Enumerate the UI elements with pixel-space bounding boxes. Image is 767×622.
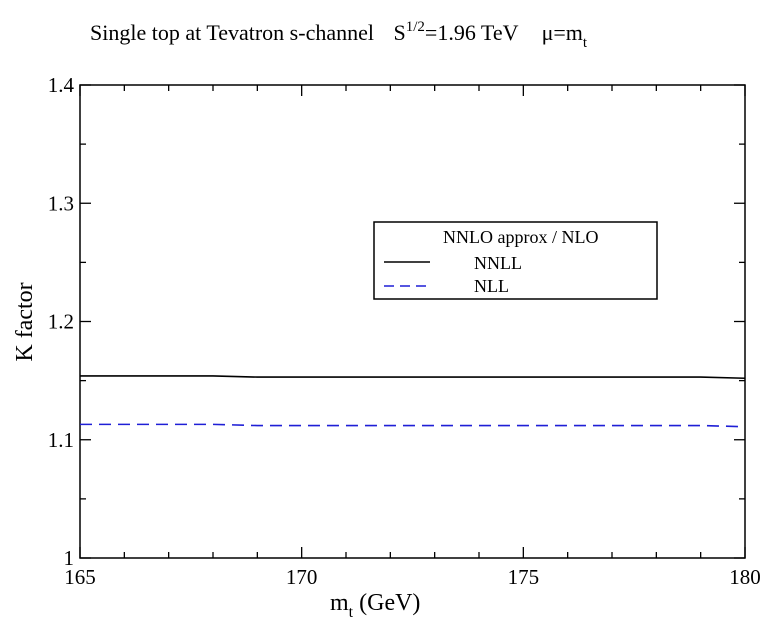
y-tick-label: 1.3 <box>48 191 74 215</box>
series-line-nll <box>80 423 746 428</box>
x-tick-labels: 165 170 175 180 <box>64 565 761 589</box>
title-energy-sup: 1/2 <box>406 19 425 35</box>
x-tick-label: 165 <box>64 565 96 589</box>
title-scale-sub: t <box>583 35 588 51</box>
plot-frame <box>79 84 746 559</box>
series-lines <box>80 375 746 428</box>
y-axis-label: K factor <box>12 282 38 361</box>
x-axis-label-rest: (GeV) <box>353 590 420 616</box>
x-axis-label-sub: t <box>349 604 354 621</box>
series-line-nnll <box>80 375 746 380</box>
title-energy-prefix: S <box>393 20 405 45</box>
x-axis-label-main: m <box>330 590 349 616</box>
title-energy-rest: =1.96 TeV <box>425 20 519 45</box>
legend: NNLO approx / NLO NNLL NLL <box>373 221 658 300</box>
y-tick-label: 1.1 <box>48 428 74 452</box>
legend-label-nnll: NNLL <box>474 253 522 273</box>
x-tick-label: 180 <box>729 565 761 589</box>
y-tick-labels: 1 1.1 1.2 1.3 1.4 <box>48 73 75 570</box>
title-main: Single top at Tevatron s-channel <box>90 20 374 45</box>
legend-label-nll: NLL <box>474 276 509 296</box>
y-tick-label: 1.2 <box>48 310 74 334</box>
chart-title: Single top at Tevatron s-channel S1/2=1.… <box>90 19 588 51</box>
x-tick-label: 170 <box>286 565 318 589</box>
title-scale-prefix: μ=m <box>542 20 583 45</box>
legend-title: NNLO approx / NLO <box>443 227 598 247</box>
x-axis-label: mt (GeV) <box>330 590 420 621</box>
x-tick-label: 175 <box>508 565 540 589</box>
axis-ticks <box>79 84 746 559</box>
y-tick-label: 1 <box>64 546 75 570</box>
y-tick-label: 1.4 <box>48 73 75 97</box>
